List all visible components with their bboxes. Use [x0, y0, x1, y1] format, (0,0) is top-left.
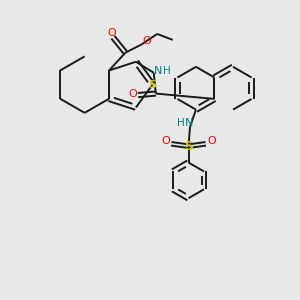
Text: O: O: [108, 28, 116, 38]
Text: O: O: [142, 36, 151, 46]
Text: N: N: [185, 118, 194, 128]
Text: O: O: [161, 136, 170, 146]
Text: N: N: [153, 66, 162, 76]
Text: H: H: [163, 66, 171, 76]
Text: H: H: [177, 118, 184, 128]
Text: S: S: [148, 80, 157, 90]
Text: O: O: [129, 89, 137, 99]
Text: S: S: [184, 140, 193, 153]
Text: O: O: [207, 136, 216, 146]
